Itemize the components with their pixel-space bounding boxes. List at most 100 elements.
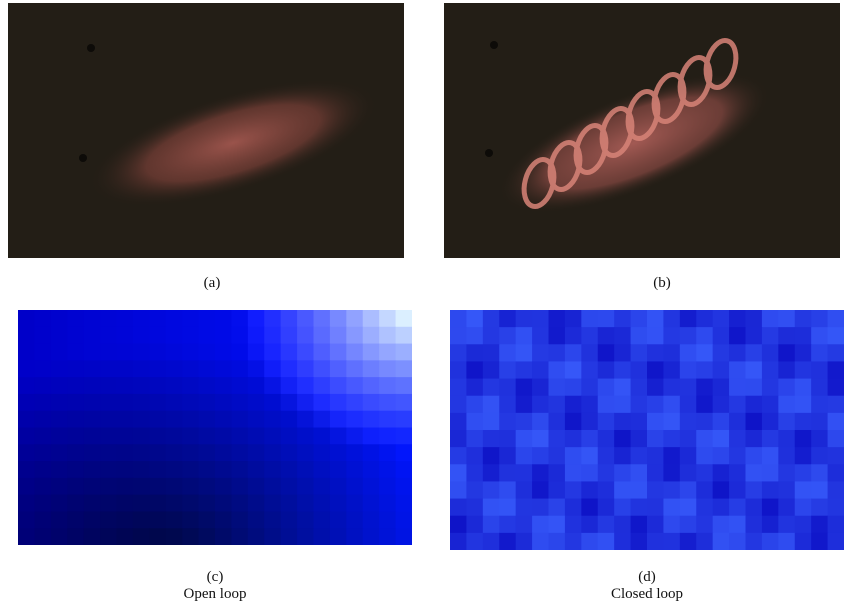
heat-cell — [182, 511, 199, 528]
heat-cell — [264, 528, 281, 545]
heat-cell — [346, 344, 363, 361]
heat-cell — [84, 528, 101, 545]
heat-cell — [516, 430, 533, 448]
heat-cell — [199, 360, 216, 377]
heat-cell — [680, 413, 697, 431]
heat-cell — [680, 447, 697, 465]
heat-cell — [281, 461, 298, 478]
heat-cell — [762, 396, 779, 414]
heat-cell — [149, 495, 166, 512]
heat-cell — [450, 413, 467, 431]
heat-cell — [199, 411, 216, 428]
heat-cell — [34, 310, 51, 327]
heat-cell — [117, 377, 134, 394]
heat-cell — [67, 444, 84, 461]
heat-cell — [231, 511, 248, 528]
heat-cell — [182, 428, 199, 445]
heat-cell — [598, 430, 615, 448]
heat-cell — [314, 428, 331, 445]
heat-cell — [696, 447, 713, 465]
panel-label: (b) — [562, 274, 762, 292]
heat-cell — [182, 411, 199, 428]
heat-cell — [379, 360, 396, 377]
heat-cell — [248, 511, 265, 528]
heat-cell — [811, 447, 828, 465]
heat-cell — [34, 344, 51, 361]
heat-cell — [696, 481, 713, 499]
heat-cell — [680, 533, 697, 550]
heat-cell — [199, 528, 216, 545]
heat-cell — [598, 499, 615, 517]
heat-cell — [182, 394, 199, 411]
heat-cell — [314, 310, 331, 327]
heat-cell — [264, 310, 281, 327]
heat-cell — [363, 411, 380, 428]
heat-cell — [647, 310, 664, 328]
heat-cell — [182, 444, 199, 461]
heat-cell — [133, 377, 150, 394]
heat-cell — [67, 461, 84, 478]
heat-cell — [51, 478, 68, 495]
heat-cell — [379, 344, 396, 361]
heat-cell — [264, 461, 281, 478]
heat-cell — [614, 499, 631, 517]
heat-cell — [647, 430, 664, 448]
heat-cell — [248, 428, 265, 445]
heat-cell — [713, 396, 730, 414]
heat-cell — [614, 464, 631, 482]
heat-cell — [483, 464, 500, 482]
heat-cell — [828, 310, 844, 328]
heat-cell — [828, 481, 844, 499]
heat-cell — [795, 499, 812, 517]
heat-cell — [18, 344, 35, 361]
heat-cell — [281, 528, 298, 545]
heat-cell — [565, 379, 582, 397]
heat-cell — [713, 379, 730, 397]
heat-cell — [811, 310, 828, 328]
heat-cell — [532, 464, 549, 482]
heat-cell — [314, 327, 331, 344]
heat-cell — [499, 430, 516, 448]
heat-cell — [67, 528, 84, 545]
heat-cell — [516, 379, 533, 397]
heat-cell — [713, 516, 730, 534]
heat-cell — [379, 394, 396, 411]
heat-cell — [729, 396, 746, 414]
heat-cell — [729, 481, 746, 499]
heat-cell — [67, 344, 84, 361]
heat-cell — [516, 344, 533, 362]
heat-cell — [84, 310, 101, 327]
heat-cell — [199, 344, 216, 361]
heat-cell — [84, 327, 101, 344]
panel-label: (a) — [112, 274, 312, 292]
photo-closed-loop — [444, 3, 840, 258]
heat-cell — [762, 447, 779, 465]
heat-cell — [483, 361, 500, 379]
heat-cell — [182, 377, 199, 394]
heat-cell — [100, 377, 117, 394]
heat-cell — [133, 327, 150, 344]
heat-cell — [549, 396, 566, 414]
heat-cell — [166, 511, 183, 528]
heat-cell — [663, 447, 680, 465]
heat-cell — [516, 533, 533, 550]
heat-cell — [680, 430, 697, 448]
heat-cell — [828, 396, 844, 414]
heat-cell — [84, 428, 101, 445]
heat-cell — [450, 327, 467, 345]
heat-cell — [248, 444, 265, 461]
heat-cell — [18, 428, 35, 445]
heat-cell — [51, 360, 68, 377]
heat-cell — [565, 516, 582, 534]
heat-cell — [549, 499, 566, 517]
heat-cell — [379, 511, 396, 528]
heat-cell — [746, 327, 763, 345]
heat-cell — [18, 444, 35, 461]
heat-cell — [614, 516, 631, 534]
heat-cell — [166, 411, 183, 428]
heat-cell — [363, 327, 380, 344]
heat-cell — [231, 461, 248, 478]
heat-cell — [450, 396, 467, 414]
heat-cell — [166, 344, 183, 361]
heat-cell — [516, 481, 533, 499]
